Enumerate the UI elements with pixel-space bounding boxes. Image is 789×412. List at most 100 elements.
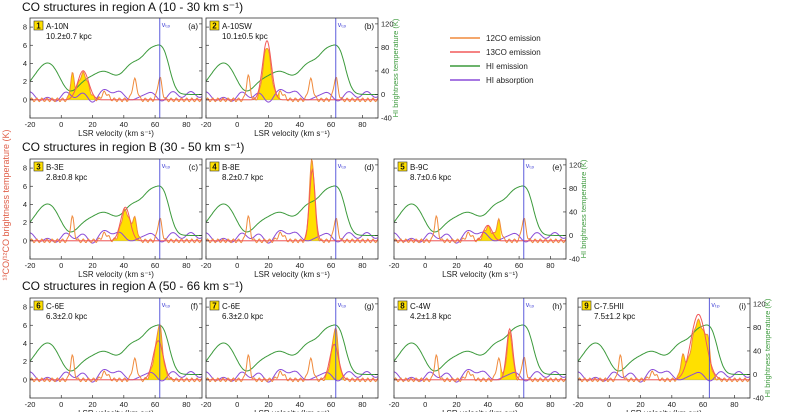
panel-frame	[205, 297, 379, 399]
x-tick-label: -20	[201, 120, 212, 129]
x-tick-label: 80	[182, 400, 190, 409]
structure-distance: 10.1±0.5 kpc	[222, 32, 268, 41]
vtp-label: vₜₚ	[162, 163, 171, 170]
y-tick-label-right: 40	[569, 207, 577, 216]
hi-emission-line	[206, 44, 378, 95]
hi-emission-line	[578, 324, 750, 375]
highlight-fill	[303, 159, 321, 241]
x-tick-label: 60	[327, 400, 335, 409]
y-tick-label-left: 2	[23, 77, 27, 86]
hi-emission-line	[30, 44, 202, 95]
panel-letter: (g)	[364, 302, 374, 311]
structure-name: C-4W	[410, 302, 431, 311]
x-tick-label: 40	[120, 261, 128, 270]
x-tick-label: 0	[235, 120, 239, 129]
y-tick-label-right: 40	[381, 66, 389, 75]
panel-letter: (e)	[552, 163, 562, 172]
x-tick-label: 20	[264, 120, 272, 129]
structure-distance: 8.2±0.7 kpc	[222, 173, 263, 182]
hi-emission-line	[30, 185, 202, 236]
panel-number: 7	[212, 302, 217, 311]
x-tick-label: 40	[484, 400, 492, 409]
hi-emission-line	[30, 324, 202, 375]
panel-number: 5	[400, 163, 405, 172]
x-tick-label: 60	[151, 400, 159, 409]
y-tick-label-left: 8	[23, 164, 27, 173]
y-tick-label-left: 6	[23, 41, 27, 50]
vtp-label: vₜₚ	[338, 163, 347, 170]
x-axis-label: LSR velocity (km s⁻¹)	[254, 409, 330, 412]
co13-line	[206, 343, 378, 381]
vtp-label: vₜₚ	[162, 22, 171, 29]
panel-letter: (i)	[739, 302, 746, 311]
x-tick-label: 40	[120, 400, 128, 409]
panel-h: vₜₚ -20 0 20 40 60 80 LSR velocity (km s⁻¹) 8 C-4…	[389, 297, 567, 412]
y-tick-label-left: 4	[23, 339, 27, 348]
x-tick-label: 60	[327, 120, 335, 129]
x-axis-label: LSR velocity (km s⁻¹)	[78, 409, 154, 412]
structure-name: B-3E	[46, 163, 64, 172]
x-tick-label: 0	[59, 120, 63, 129]
co12-line	[394, 330, 566, 383]
panel-number: 8	[400, 302, 405, 311]
structure-name: B-9C	[410, 163, 428, 172]
co13-line	[394, 224, 566, 242]
panel-b: vₜₚ -20 0 20 40 60 80 LSR velocity (km s⁻¹) -40 0…	[201, 17, 400, 138]
highlight-fill	[143, 324, 174, 381]
co13-line	[30, 70, 202, 101]
y-tick-label-left: 2	[23, 218, 27, 227]
legend-label: HI absorption	[486, 76, 534, 85]
x-tick-label: 20	[264, 400, 272, 409]
co13-line	[30, 206, 202, 242]
panel-frame	[205, 158, 379, 260]
x-tick-label: 20	[88, 120, 96, 129]
co13-line	[206, 168, 378, 242]
panel-number-box	[33, 300, 44, 311]
structure-distance: 8.7±0.6 kpc	[410, 173, 451, 182]
x-tick-label: 80	[358, 400, 366, 409]
x-tick-label: -20	[201, 261, 212, 270]
x-tick-label: 80	[182, 120, 190, 129]
panel-number-box	[209, 161, 220, 172]
x-tick-label: -20	[25, 261, 36, 270]
vtp-label: vₜₚ	[526, 163, 535, 170]
panel-letter: (a)	[188, 22, 198, 31]
x-tick-label: 0	[59, 261, 63, 270]
co13-line	[394, 327, 566, 381]
x-tick-label: 80	[546, 261, 554, 270]
panel-number-box	[33, 20, 44, 31]
panel-number-box	[209, 20, 220, 31]
x-tick-label: 0	[235, 400, 239, 409]
panel-number: 4	[212, 163, 217, 172]
x-tick-label: 80	[358, 261, 366, 270]
panel-frame	[29, 17, 203, 119]
x-tick-label: 40	[296, 400, 304, 409]
structure-distance: 6.3±2.0 kpc	[46, 312, 87, 321]
x-tick-label: 20	[264, 261, 272, 270]
x-tick-label: -20	[25, 400, 36, 409]
x-tick-label: 20	[636, 400, 644, 409]
highlight-fill	[66, 71, 100, 101]
panel-letter: (h)	[552, 302, 562, 311]
y-tick-label-left: 4	[23, 59, 27, 68]
x-tick-label: 80	[546, 400, 554, 409]
panel-number-box	[209, 300, 220, 311]
y-tick-label-left: 6	[23, 182, 27, 191]
y-tick-label-left: 2	[23, 357, 27, 366]
x-tick-label: 40	[296, 120, 304, 129]
y-tick-label-right: -40	[569, 255, 580, 264]
panel-number: 9	[584, 302, 589, 311]
y-tick-label-right: 0	[753, 370, 757, 379]
panel-f: vₜₚ -20 0 20 40 60 80 LSR velocity (km s⁻¹) 0 2 4 6…	[23, 297, 203, 412]
x-tick-label: -20	[201, 400, 212, 409]
panel-letter: (c)	[189, 163, 199, 172]
x-tick-label: 60	[515, 261, 523, 270]
panel-frame	[393, 158, 567, 260]
panel-d: vₜₚ -20 0 20 40 60 80 LSR velocity (km s⁻¹) 4 B-8…	[201, 158, 379, 279]
x-tick-label: 60	[151, 120, 159, 129]
panel-frame	[29, 158, 203, 260]
x-axis-label: LSR velocity (km s⁻¹)	[442, 409, 518, 412]
y-tick-label-left: 0	[23, 95, 27, 104]
y-tick-label-right: 0	[569, 231, 573, 240]
